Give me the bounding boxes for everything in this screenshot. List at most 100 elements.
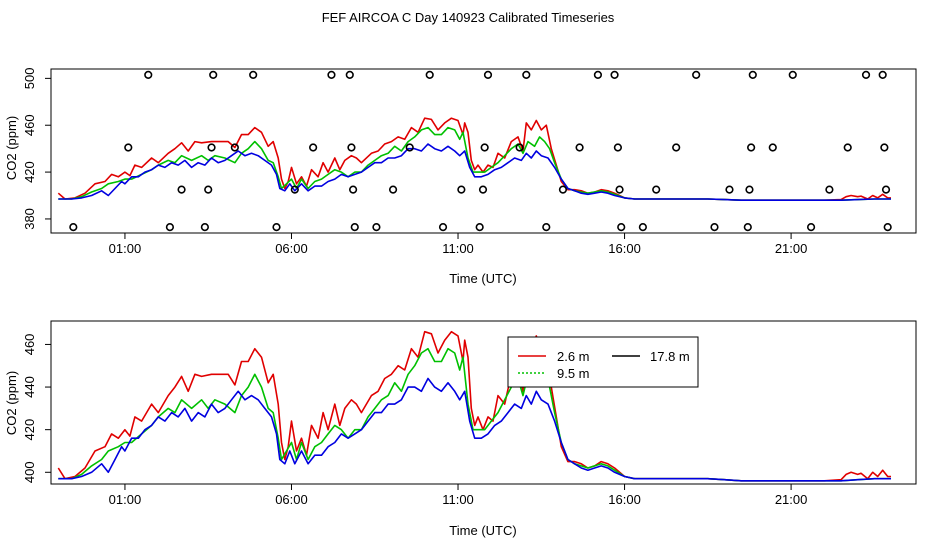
bottom-plot-area <box>57 330 891 482</box>
top-x-tick-label: 06:00 <box>275 241 308 256</box>
top-sample-point <box>617 223 626 232</box>
top-y-tick-label: 500 <box>22 68 37 90</box>
top-sample-point <box>613 143 622 152</box>
top-sample-point <box>542 223 551 232</box>
top-sample-point <box>638 223 647 232</box>
top-sample-point <box>522 70 531 79</box>
top-sample-point <box>843 143 852 152</box>
bottom-x-tick-label: 16:00 <box>608 492 641 507</box>
bottom-y-tick-label: 460 <box>22 334 37 356</box>
top-sample-point <box>425 70 434 79</box>
top-sample-point <box>806 223 816 232</box>
legend: 2.6 m 9.5 m 17.8 m <box>507 336 699 388</box>
top-sample-point <box>124 143 133 152</box>
top-sample-point <box>881 185 891 194</box>
top-sample-point <box>672 143 681 152</box>
top-sample-point <box>515 143 524 152</box>
legend-box <box>507 336 699 388</box>
bottom-panel: Time (UTC) CO2 (ppm) 400 420 440 460 01:00 06… <box>4 320 917 538</box>
top-sample-point <box>575 143 584 152</box>
top-sample-point <box>388 185 398 194</box>
top-sample-point <box>372 223 381 232</box>
legend-label-2-6m: 2.6 m <box>557 349 590 364</box>
top-sample-point <box>144 70 153 79</box>
top-series-9-5-mline <box>58 126 891 201</box>
top-sample-point <box>878 70 887 79</box>
top-sample-point <box>558 185 568 194</box>
top-sample-point <box>290 185 299 194</box>
bottom-y-tick-label: 400 <box>22 461 37 483</box>
bottom-series-2-6-mline <box>57 330 891 482</box>
bottom-plot-frame <box>50 320 917 485</box>
top-sample-point <box>349 185 358 194</box>
top-sample-point <box>788 70 797 79</box>
top-panel: Time (UTC) CO2 (ppm) 380 420 460 500 01:00 06… <box>4 68 917 286</box>
top-sample-point <box>825 185 834 194</box>
bottom-x-tick-label: 01:00 <box>109 492 142 507</box>
top-sample-point <box>745 185 754 194</box>
top-y-tick-label: 460 <box>22 114 37 136</box>
top-plot-area <box>57 70 892 232</box>
top-sample-point <box>480 143 489 152</box>
top-sample-point <box>475 223 484 232</box>
top-y-axis-label: CO2 (ppm) <box>4 116 19 180</box>
top-x-tick-label: 16:00 <box>608 241 641 256</box>
top-sample-point <box>725 185 734 194</box>
top-x-axis-label: Time (UTC) <box>449 271 516 286</box>
top-x-tick-label: 01:00 <box>109 241 142 256</box>
bottom-y-tick-label: 440 <box>22 376 37 398</box>
top-sample-point <box>249 70 258 79</box>
top-sample-point <box>743 223 752 232</box>
top-sample-point <box>593 70 603 79</box>
top-sample-point <box>177 185 186 194</box>
top-plot-frame <box>50 68 917 234</box>
bottom-series-17-8-mline <box>58 377 891 482</box>
top-sample-point <box>347 143 356 152</box>
top-sample-point <box>230 143 239 152</box>
top-sample-point <box>478 185 488 194</box>
bottom-x-tick-label: 21:00 <box>775 492 808 507</box>
top-sample-point <box>272 223 281 232</box>
top-sample-point <box>748 70 757 79</box>
top-sample-point <box>457 185 466 194</box>
bottom-y-tick-label: 420 <box>22 419 37 441</box>
top-sample-point <box>350 223 359 232</box>
bottom-series-9-5-mline <box>58 347 891 482</box>
top-sample-point <box>207 143 216 152</box>
top-x-tick-label: 21:00 <box>775 241 808 256</box>
top-sample-point <box>610 70 619 79</box>
bottom-x-tick-label: 06:00 <box>275 492 308 507</box>
top-series-2-6-mline <box>57 117 891 201</box>
top-sample-point <box>165 223 175 232</box>
top-sample-point <box>209 70 218 79</box>
top-sample-point <box>861 70 871 79</box>
top-x-tick-label: 11:00 <box>442 241 474 256</box>
top-y-tick-label: 420 <box>22 161 37 183</box>
top-sample-point <box>710 223 719 232</box>
bottom-x-tick-label: 11:00 <box>442 492 474 507</box>
chart-title: FEF AIRCOA C Day 140923 Calibrated Times… <box>322 10 615 25</box>
legend-label-9-5m: 9.5 m <box>557 366 590 381</box>
top-sample-point <box>652 185 661 194</box>
top-sample-point <box>327 70 336 79</box>
top-sample-point <box>204 185 213 194</box>
top-sample-point <box>405 143 414 152</box>
top-sample-point <box>69 223 78 232</box>
bottom-x-axis-label: Time (UTC) <box>449 523 516 538</box>
top-sample-point <box>615 185 624 194</box>
top-sample-point <box>883 223 892 232</box>
top-series-17-8-mline <box>58 143 891 201</box>
top-sample-point <box>880 143 889 152</box>
top-sample-point <box>438 223 448 232</box>
top-sample-point <box>309 143 318 152</box>
top-sample-point <box>768 143 777 152</box>
top-sample-point <box>483 70 493 79</box>
legend-label-17-8m: 17.8 m <box>650 349 690 364</box>
top-y-tick-label: 380 <box>22 208 37 230</box>
bottom-y-axis-label: CO2 (ppm) <box>4 371 19 435</box>
top-sample-point <box>345 70 354 79</box>
top-sample-point <box>747 143 756 152</box>
top-sample-point <box>692 70 701 79</box>
top-sample-point <box>200 223 209 232</box>
